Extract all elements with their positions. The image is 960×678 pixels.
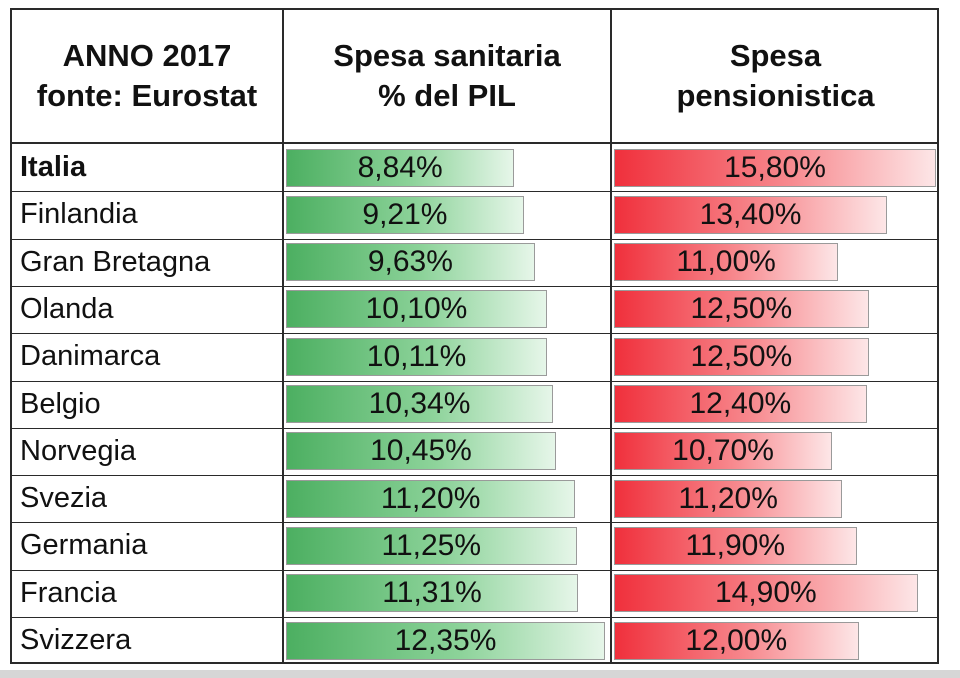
header-pension-line2: pensionistica [676, 78, 875, 113]
health-bar [286, 574, 579, 613]
header-pension-line1: Spesa [729, 38, 822, 73]
row-divider [12, 191, 937, 193]
header-year: ANNO 2017 [62, 38, 232, 73]
health-value-label: 10,34% [368, 387, 471, 420]
pension-value-label: 12,50% [690, 292, 793, 326]
row-divider [12, 475, 937, 477]
row-divider [12, 427, 937, 429]
health-value-label: 8,84% [357, 150, 443, 184]
country-label: Germania [20, 529, 148, 562]
health-bar [286, 385, 554, 423]
pension-value-label: 10,70% [672, 434, 774, 468]
row-divider [12, 522, 937, 524]
country-label: Francia [20, 576, 117, 609]
pension-value-label: 11,20% [678, 481, 778, 515]
row-divider [12, 333, 937, 335]
health-bar [286, 290, 547, 329]
pension-bar [614, 148, 936, 187]
health-bar [286, 148, 515, 187]
pension-value-label: 12,00% [685, 623, 788, 657]
pension-bar [614, 243, 839, 282]
country-label: Italia [20, 151, 87, 183]
health-value-label: 10,10% [365, 292, 468, 326]
health-value-label: 9,21% [362, 197, 448, 231]
health-value-label: 12,35% [394, 623, 497, 657]
row-divider [12, 285, 937, 287]
health-bar [286, 479, 576, 518]
header-health-line1: Spesa sanitaria [333, 38, 561, 73]
country-label: Norvegia [20, 434, 137, 467]
country-label: Gran Bretagna [20, 245, 211, 278]
column-divider [610, 10, 612, 662]
row-divider [12, 569, 937, 571]
country-label: Finlandia [20, 198, 138, 231]
pension-value-label: 12,50% [690, 339, 793, 373]
pension-bar [614, 526, 857, 565]
pension-bar [614, 290, 869, 329]
row-divider [12, 238, 937, 240]
health-bar [286, 526, 577, 565]
pension-bar [614, 621, 859, 660]
health-bar [286, 195, 524, 234]
pension-bar [614, 574, 918, 613]
header-year-source: ANNO 2017 fonte: Eurostat [12, 10, 282, 142]
pension-bar [614, 479, 843, 518]
health-bar [286, 337, 548, 376]
row-divider [12, 617, 937, 618]
health-value-label: 11,20% [380, 481, 481, 515]
header-source: fonte: Eurostat [36, 78, 258, 113]
country-label: Svizzera [20, 624, 132, 656]
pension-bar [614, 385, 867, 423]
health-value-label: 9,63% [367, 245, 453, 279]
header-health-spending: Spesa sanitaria % del PIL [284, 10, 610, 142]
health-bar [286, 432, 556, 471]
pension-bar [614, 337, 869, 376]
pension-value-label: 13,40% [699, 197, 802, 231]
health-value-label: 10,45% [370, 434, 472, 468]
row-divider [12, 380, 937, 382]
data-table: ANNO 2017 fonte: Eurostat Spesa sanitari… [10, 8, 939, 664]
pension-value-label: 11,90% [685, 528, 786, 562]
header-health-line2: % del PIL [378, 78, 516, 113]
bottom-strip [0, 670, 960, 678]
column-divider [282, 10, 284, 662]
pension-bar [614, 432, 833, 471]
country-label: Svezia [20, 482, 108, 515]
health-value-label: 11,25% [381, 528, 482, 562]
country-label: Olanda [20, 292, 114, 325]
pension-bar [614, 195, 888, 234]
header-pension-spending: Spesa pensionistica [612, 10, 939, 142]
health-value-label: 10,11% [366, 339, 467, 373]
health-bar [286, 621, 605, 660]
header-divider [12, 142, 937, 144]
country-label: Belgio [20, 387, 101, 420]
health-value-label: 11,31% [382, 576, 482, 610]
country-label: Danimarca [20, 340, 161, 373]
pension-value-label: 12,40% [689, 387, 792, 420]
pension-value-label: 15,80% [724, 150, 826, 184]
health-bar [286, 243, 535, 282]
pension-value-label: 14,90% [714, 576, 817, 610]
pension-value-label: 11,00% [676, 245, 776, 279]
